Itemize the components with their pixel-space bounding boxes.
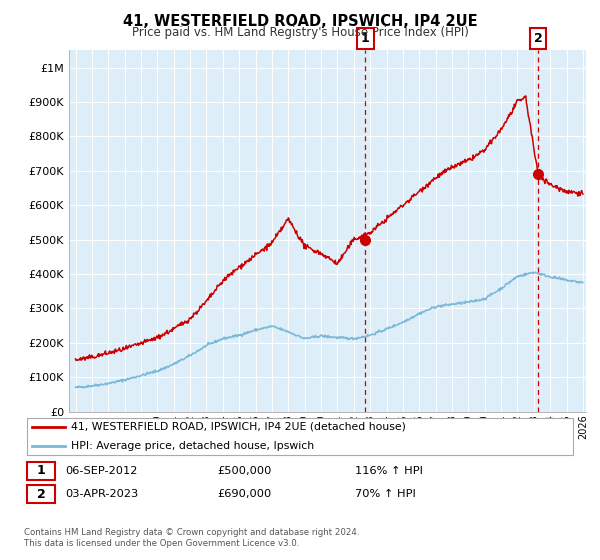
Text: 70% ↑ HPI: 70% ↑ HPI: [355, 489, 416, 500]
Text: 03-APR-2023: 03-APR-2023: [65, 489, 139, 500]
Text: £690,000: £690,000: [217, 489, 271, 500]
FancyBboxPatch shape: [27, 418, 573, 455]
Text: 2: 2: [37, 488, 46, 501]
Text: £500,000: £500,000: [217, 465, 272, 475]
Text: 116% ↑ HPI: 116% ↑ HPI: [355, 465, 423, 475]
Text: This data is licensed under the Open Government Licence v3.0.: This data is licensed under the Open Gov…: [24, 539, 299, 548]
Bar: [27, 461, 55, 480]
Text: Contains HM Land Registry data © Crown copyright and database right 2024.: Contains HM Land Registry data © Crown c…: [24, 528, 359, 536]
Text: 2: 2: [533, 32, 542, 45]
Text: 41, WESTERFIELD ROAD, IPSWICH, IP4 2UE: 41, WESTERFIELD ROAD, IPSWICH, IP4 2UE: [122, 14, 478, 29]
Text: 1: 1: [361, 32, 370, 45]
Text: 41, WESTERFIELD ROAD, IPSWICH, IP4 2UE (detached house): 41, WESTERFIELD ROAD, IPSWICH, IP4 2UE (…: [71, 422, 406, 432]
Bar: [27, 486, 55, 503]
Text: Price paid vs. HM Land Registry's House Price Index (HPI): Price paid vs. HM Land Registry's House …: [131, 26, 469, 39]
Text: HPI: Average price, detached house, Ipswich: HPI: Average price, detached house, Ipsw…: [71, 441, 314, 450]
Text: 1: 1: [37, 464, 46, 477]
Text: 06-SEP-2012: 06-SEP-2012: [65, 465, 138, 475]
